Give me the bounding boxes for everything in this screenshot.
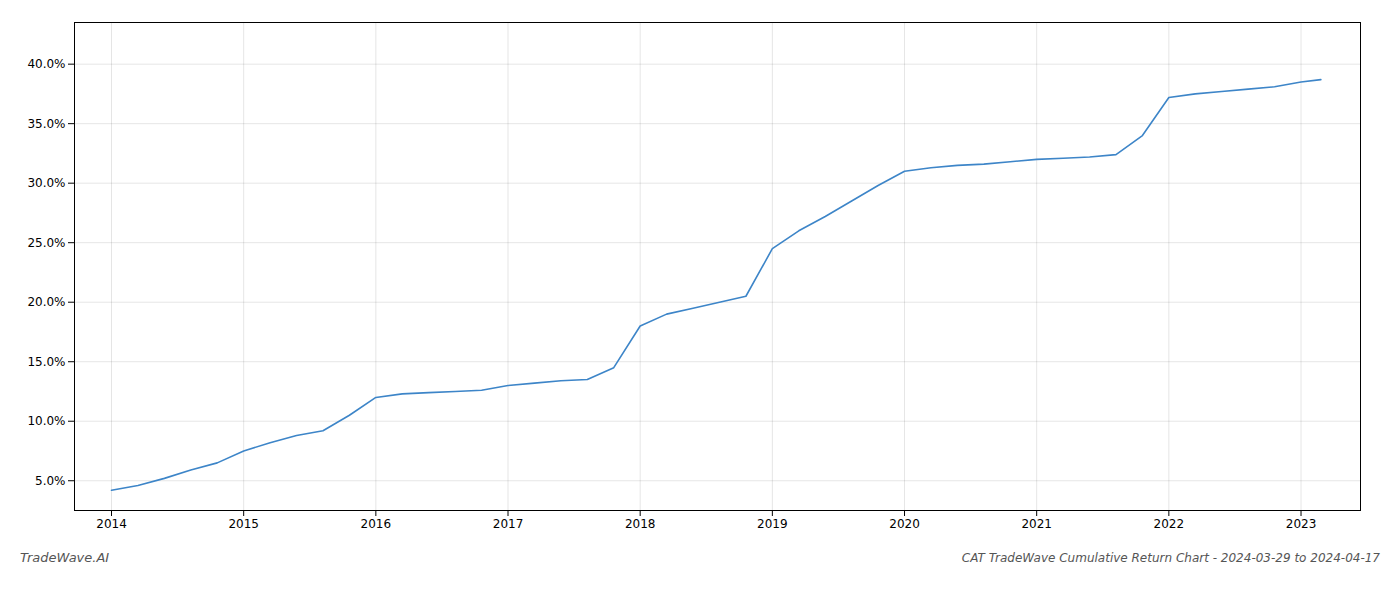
svg-text:2019: 2019 bbox=[757, 517, 788, 531]
svg-text:2023: 2023 bbox=[1286, 517, 1317, 531]
svg-text:35.0%: 35.0% bbox=[27, 117, 65, 131]
svg-text:2022: 2022 bbox=[1154, 517, 1185, 531]
html-text:CAT TradeWave Cumulative Retur: CAT TradeWave Cumulative Return Chart - … bbox=[961, 551, 1380, 565]
svg-text:2021: 2021 bbox=[1021, 517, 1052, 531]
svg-text:20.0%: 20.0% bbox=[27, 295, 65, 309]
svg-text:10.0%: 10.0% bbox=[27, 414, 65, 428]
html-text:TradeWave.AI: TradeWave.AI bbox=[20, 550, 110, 565]
svg-text:2014: 2014 bbox=[96, 517, 127, 531]
svg-text:2020: 2020 bbox=[889, 517, 920, 531]
svg-text:25.0%: 25.0% bbox=[27, 236, 65, 250]
svg-text:5.0%: 5.0% bbox=[35, 474, 66, 488]
svg-text:2018: 2018 bbox=[625, 517, 656, 531]
svg-text:2017: 2017 bbox=[493, 517, 524, 531]
svg-text:2015: 2015 bbox=[228, 517, 259, 531]
svg-text:40.0%: 40.0% bbox=[27, 57, 65, 71]
svg-text:15.0%: 15.0% bbox=[27, 355, 65, 369]
svg-text:30.0%: 30.0% bbox=[27, 176, 65, 190]
svg-text:2016: 2016 bbox=[361, 517, 392, 531]
